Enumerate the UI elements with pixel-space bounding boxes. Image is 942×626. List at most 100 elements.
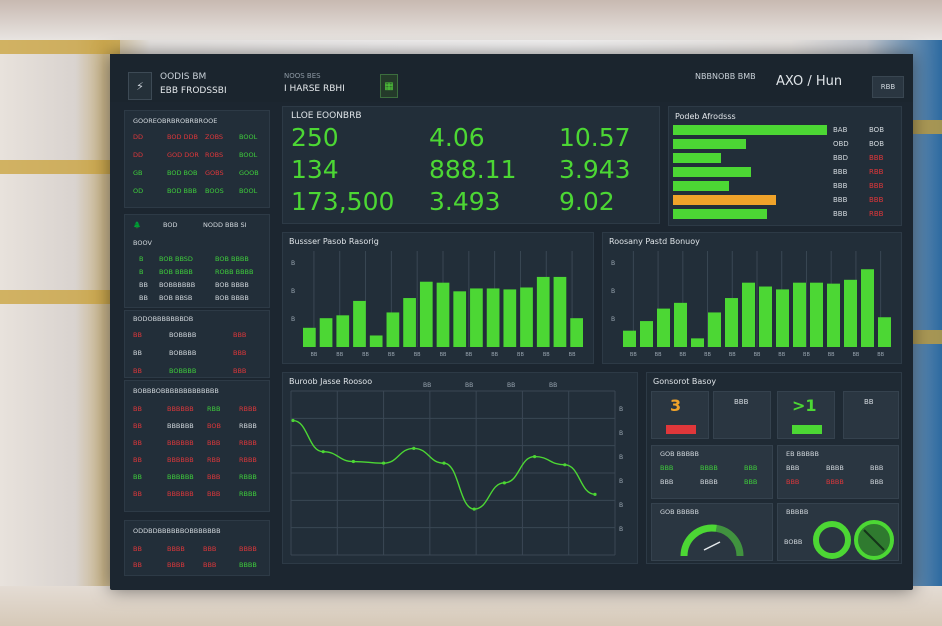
table-row[interactable]: BB BBBBBB RBB RBBB — [133, 405, 261, 415]
hbar[interactable] — [673, 209, 767, 219]
line-point[interactable] — [321, 450, 325, 454]
bar[interactable] — [810, 282, 823, 347]
hbar[interactable] — [673, 195, 776, 205]
table-row[interactable]: BB BOBBBB BBB — [133, 367, 261, 377]
table-row[interactable]: BB BBBB BBB BBBB — [133, 561, 261, 571]
table-row[interactable]: BB BBBB BBB BBBB — [133, 545, 261, 555]
table-row[interactable]: BB BBBBBB BBB RBBB — [133, 473, 261, 483]
line-point[interactable] — [351, 459, 355, 464]
bar[interactable] — [742, 282, 755, 347]
bar[interactable] — [386, 312, 400, 347]
bar[interactable] — [503, 289, 517, 347]
table-row[interactable]: BB BBBBBB RBB RBBB — [133, 456, 261, 466]
bar[interactable] — [657, 308, 670, 347]
x-tick-label: BB — [310, 352, 317, 358]
table-row[interactable]: OD BOD BBB BOOS BOOL — [133, 187, 261, 197]
bar[interactable] — [436, 282, 450, 347]
section-title: I HARSE RBHI — [284, 84, 345, 94]
chart-icon[interactable]: ⚡ — [128, 72, 152, 100]
bar[interactable] — [369, 335, 383, 347]
table-cell: RBB — [207, 456, 221, 464]
hbar[interactable] — [673, 181, 730, 191]
bar[interactable] — [725, 298, 738, 347]
line-point[interactable] — [502, 481, 506, 485]
grid-icon[interactable]: ▦ — [380, 74, 398, 98]
bar[interactable] — [520, 287, 533, 347]
bar[interactable] — [470, 288, 483, 347]
line-point[interactable] — [593, 492, 597, 496]
hbar-label: BBD — [833, 154, 848, 162]
table-row[interactable]: BB BBBBBB BBB RBBB — [133, 490, 261, 500]
hbar[interactable] — [673, 153, 722, 163]
table-row[interactable]: DD BOD DDB ZOBS BOOL — [133, 133, 261, 143]
card-3[interactable]: >1 — [777, 391, 835, 439]
bar-chart-right-title: Roosany Pastd Bonuoy — [609, 237, 700, 246]
table-row[interactable]: DD GOD DOR ROBS BOOL — [133, 151, 261, 161]
line-point[interactable] — [472, 507, 476, 511]
table-cell: RBB — [207, 405, 221, 413]
line-point[interactable] — [442, 461, 446, 465]
bar[interactable] — [336, 315, 350, 347]
bar[interactable] — [453, 291, 467, 347]
bar[interactable] — [570, 318, 583, 347]
bar[interactable] — [303, 327, 316, 347]
card-4[interactable]: BB — [843, 391, 899, 439]
table-cell: RBBB — [239, 422, 257, 430]
line-point[interactable] — [533, 455, 537, 459]
hbar[interactable] — [673, 139, 747, 149]
table-cell: BBB — [207, 490, 221, 498]
bar[interactable] — [419, 281, 433, 347]
table-header: BODOBBBBBBBDB — [133, 315, 261, 323]
card-1[interactable]: 3 — [651, 391, 709, 439]
mini-table-cell: BBB — [744, 464, 758, 472]
bar[interactable] — [708, 312, 721, 347]
table-row[interactable]: B BOB BBSD BOB BBBB — [133, 255, 261, 265]
table-row[interactable]: BB BOBBBB BBB — [133, 331, 261, 341]
table-cell: BOD BBB — [167, 187, 197, 195]
bar[interactable] — [878, 317, 891, 347]
bar[interactable] — [640, 321, 653, 347]
line-chart-title: Buroob Jasse Roosoo — [289, 377, 373, 386]
x-tick-label: BB — [440, 352, 447, 358]
bar[interactable] — [844, 279, 857, 347]
table-row[interactable]: BB BOB BBSB BOB BBBB — [133, 294, 261, 304]
bar[interactable] — [674, 302, 687, 347]
card-2[interactable]: BBB — [713, 391, 771, 439]
bar[interactable] — [319, 318, 333, 347]
bar[interactable] — [553, 276, 567, 347]
hbar[interactable] — [673, 167, 751, 177]
bar[interactable] — [536, 276, 550, 347]
line-point[interactable] — [382, 461, 386, 465]
y-tick-label: B — [611, 260, 615, 267]
bar[interactable] — [793, 282, 806, 347]
line-point[interactable] — [412, 446, 416, 450]
bar[interactable] — [403, 298, 416, 347]
table-cell: OD — [133, 187, 144, 195]
table-cell: BOOS — [205, 187, 224, 195]
app-subtitle: EBB FRODSSBI — [160, 86, 227, 96]
y-tick-label: B — [619, 430, 623, 437]
line-point[interactable] — [291, 418, 295, 423]
bar[interactable] — [776, 289, 789, 347]
background-shelf — [0, 40, 120, 54]
table-row[interactable]: B BOB BBBB ROBB BBBB — [133, 268, 261, 278]
line-point[interactable] — [563, 463, 567, 467]
bar[interactable] — [759, 286, 772, 347]
bar[interactable] — [623, 330, 636, 347]
bar[interactable] — [486, 288, 500, 347]
table-row[interactable]: BB BOBBBB BBB — [133, 349, 261, 359]
table-row[interactable]: BB BBBBBB BOB RBBB — [133, 422, 261, 432]
hbar[interactable] — [673, 125, 828, 135]
background-shelf — [0, 290, 120, 304]
settings-button[interactable]: RBB — [872, 76, 904, 98]
bar[interactable] — [691, 338, 704, 347]
bar[interactable] — [861, 269, 874, 347]
table-header-cell: BDB — [179, 315, 194, 323]
top-tick-label: BB — [465, 382, 473, 389]
bar[interactable] — [827, 283, 840, 347]
table-row[interactable]: BB BBBBBB BBB RBBB — [133, 439, 261, 449]
bar[interactable] — [353, 300, 366, 347]
table-row[interactable]: BB BOBBBBBB BOB BBBB — [133, 281, 261, 291]
table-cell: BBBBBB — [167, 405, 194, 413]
table-row[interactable]: GB BOD BOB GOBS GOOB — [133, 169, 261, 179]
